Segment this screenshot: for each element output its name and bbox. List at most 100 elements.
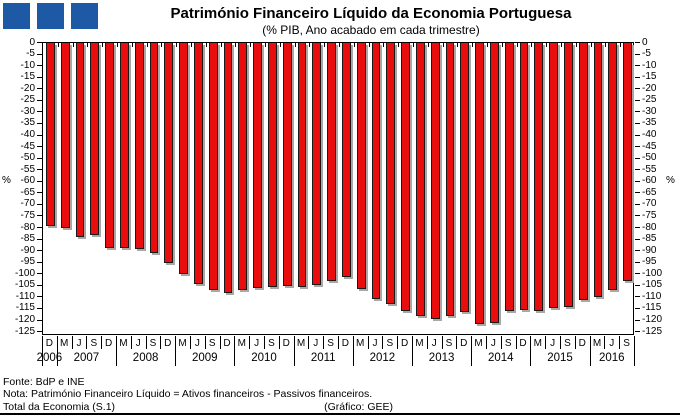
x-year-label: 2009: [191, 352, 218, 364]
quarter-separator: [145, 336, 147, 349]
y-axis-label-left: -60: [20, 175, 35, 187]
y-tick-right: [635, 157, 640, 159]
y-axis-label-right: -20: [642, 82, 657, 94]
y-axis-label-left: -30: [20, 105, 35, 117]
x-quarter-label: S: [445, 338, 453, 349]
year-separator: [471, 336, 473, 366]
quarter-separator: [101, 336, 103, 349]
bar: [282, 43, 292, 286]
top-tick: [487, 43, 488, 47]
y-tick-left: [37, 180, 42, 182]
quarter-separator: [382, 336, 384, 349]
y-tick-left: [37, 134, 42, 136]
y-axis-label-left: -45: [20, 140, 35, 152]
y-tick-right: [635, 238, 640, 240]
top-tick: [575, 43, 577, 47]
bar: [45, 43, 55, 226]
x-year-label: 2014: [487, 352, 514, 364]
quarter-separator: [190, 336, 191, 349]
y-tick-left: [37, 307, 42, 309]
top-tick: [117, 43, 118, 47]
y-axis-label-left: -35: [20, 117, 35, 129]
x-quarter-label: D: [223, 338, 231, 349]
chart-subtitle: (% PIB, Ano acabado em cada trimestre): [262, 23, 480, 37]
top-tick: [472, 43, 474, 47]
y-axis-label-right: 0: [642, 36, 648, 48]
y-axis-label-left: -65: [20, 186, 35, 198]
year-separator: [175, 336, 177, 366]
x-year-label: 2010: [251, 352, 277, 364]
x-quarter-label: J: [609, 338, 615, 349]
bar: [60, 43, 70, 228]
bar: [164, 43, 174, 263]
quarter-separator: [264, 336, 265, 349]
x-quarter-label: D: [104, 338, 113, 349]
top-tick: [131, 43, 133, 47]
x-quarter-label: M: [415, 338, 424, 349]
quarter-separator: [604, 336, 606, 349]
y-tick-right: [635, 331, 640, 333]
top-tick: [516, 43, 518, 47]
bar: [534, 43, 544, 312]
top-tick: [250, 43, 252, 47]
top-tick: [353, 43, 355, 47]
x-quarter-label: S: [504, 338, 512, 349]
top-tick: [546, 43, 548, 47]
quarter-separator: [323, 336, 325, 349]
top-tick: [102, 43, 104, 47]
bar: [593, 43, 603, 298]
y-axis-label-right: -80: [642, 221, 657, 233]
x-year-label: 2015: [547, 352, 573, 364]
y-tick-right: [635, 122, 640, 124]
quarter-separator: [160, 336, 162, 349]
bar: [253, 43, 263, 289]
x-quarter-label: M: [178, 338, 187, 349]
top-tick: [205, 43, 207, 47]
top-tick: [561, 43, 562, 47]
y-axis-label-left: -15: [20, 71, 35, 83]
y-axis-label-left: -10: [20, 59, 35, 71]
y-tick-left: [37, 203, 42, 205]
x-quarter-label: S: [386, 338, 394, 349]
year-separator: [56, 336, 58, 366]
y-tick-right: [635, 53, 640, 55]
quarter-separator: [397, 336, 399, 349]
top-tick: [590, 43, 592, 47]
y-axis-label-left: -85: [20, 233, 35, 245]
y-tick-right: [635, 134, 640, 136]
y-tick-right: [635, 192, 640, 194]
year-separator: [412, 336, 413, 366]
x-year-label: 2016: [598, 352, 625, 364]
x-year-label: 2006: [36, 352, 63, 364]
top-tick: [161, 43, 163, 47]
y-tick-right: [635, 227, 640, 228]
bar: [356, 43, 366, 290]
top-tick: [605, 43, 607, 47]
y-tick-right: [635, 65, 640, 67]
y-axis-label-left: -50: [20, 152, 35, 164]
y-axis-label-left: -120: [14, 314, 35, 325]
y-tick-left: [37, 250, 42, 252]
bar: [179, 43, 189, 275]
bar: [623, 43, 633, 282]
bar: [386, 43, 396, 305]
quarter-separator: [130, 336, 132, 349]
y-tick-right: [635, 215, 640, 217]
y-tick-right: [635, 180, 640, 182]
y-tick-right: [635, 250, 640, 252]
logo: [3, 3, 98, 29]
logo-square-1: [3, 3, 30, 29]
y-axis-label-right: -115: [642, 302, 662, 314]
y-tick-right: [635, 99, 640, 101]
year-separator: [634, 336, 635, 366]
top-tick: [368, 43, 370, 47]
y-axis-label-right: -85: [642, 233, 657, 245]
x-quarter-label: D: [400, 338, 409, 349]
x-quarter-label: J: [490, 338, 496, 349]
y-axis-label-right: -75: [642, 209, 657, 221]
y-axis-label-left: 0: [29, 36, 35, 48]
y-tick-left: [37, 65, 42, 67]
y-axis-label-right: -5: [642, 48, 651, 60]
y-axis-unit-left: %: [2, 175, 11, 187]
quarter-separator: [426, 336, 428, 349]
